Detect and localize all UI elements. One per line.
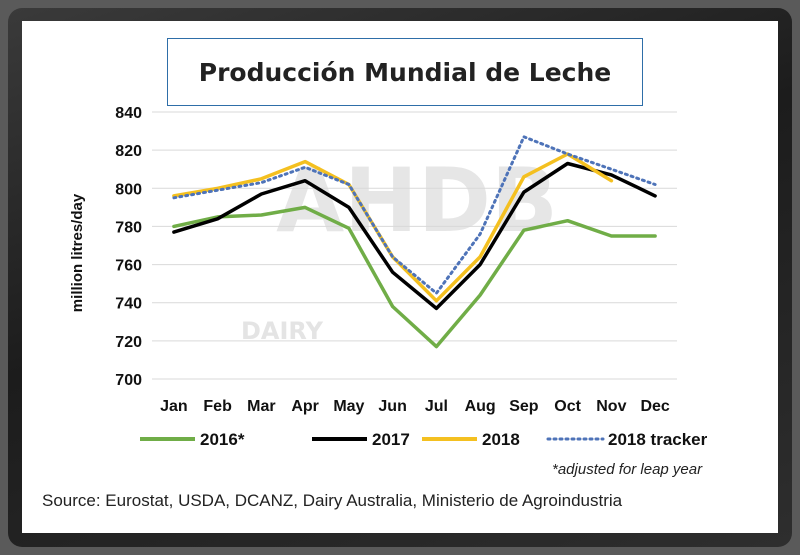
series-line-2016 (172, 205, 657, 349)
chart-title-box: Producción Mundial de Leche (167, 38, 643, 106)
x-axis-ticks: Jan Feb Mar Apr May Jun Jul Aug Sep Oct Nov Dec (160, 398, 670, 415)
x-tick-label: Oct (554, 398, 581, 415)
series-line-2017 (172, 161, 657, 311)
series-line-2018-tracker (172, 135, 657, 295)
source-note: Source: Eurostat, USDA, DCANZ, Dairy Aus… (42, 491, 623, 510)
y-tick-label: 760 (115, 258, 142, 275)
x-tick-label: Feb (203, 398, 232, 415)
y-tick-label: 720 (115, 334, 142, 351)
legend: 2016* 2017 2018 2018 tracker (140, 430, 708, 449)
y-axis-label: million litres/day (69, 193, 86, 312)
ahdb-watermark: AHDB DAIRY (241, 149, 558, 345)
x-tick-label: Jul (425, 398, 448, 415)
x-tick-label: Jan (160, 398, 188, 415)
footnote: *adjusted for leap year (552, 461, 703, 478)
x-tick-label: Apr (291, 398, 319, 415)
legend-label: 2018 (482, 430, 520, 449)
y-tick-label: 780 (115, 219, 142, 236)
line-chart: AHDB DAIRY 700 720 740 760 780 800 820 840 Jan Fe… (69, 105, 708, 449)
watermark-sub-text: DAIRY (241, 317, 324, 345)
chart-panel: Producción Mundial de Leche AHDB DAIRY 70… (22, 21, 778, 533)
y-tick-label: 740 (115, 296, 142, 313)
y-tick-label: 820 (115, 143, 142, 160)
x-tick-label: Mar (247, 398, 275, 415)
y-tick-label: 700 (115, 372, 142, 389)
x-tick-label: Nov (596, 398, 626, 415)
series-lines (172, 135, 657, 349)
legend-label: 2018 tracker (608, 430, 708, 449)
x-tick-label: Dec (640, 398, 669, 415)
legend-label: 2017 (372, 430, 410, 449)
x-tick-label: Sep (509, 398, 539, 415)
chart-title: Producción Mundial de Leche (198, 57, 612, 87)
screenshot-frame: Producción Mundial de Leche AHDB DAIRY 70… (8, 8, 792, 547)
y-axis-ticks: 700 720 740 760 780 800 820 840 (115, 105, 142, 389)
grid-lines (152, 111, 677, 380)
x-tick-label: May (333, 398, 364, 415)
y-tick-label: 840 (115, 105, 142, 122)
legend-label: 2016* (200, 430, 245, 449)
x-tick-label: Jun (378, 398, 406, 415)
y-tick-label: 800 (115, 181, 142, 198)
watermark-main-text: AHDB (276, 149, 558, 252)
x-tick-label: Aug (465, 398, 496, 415)
